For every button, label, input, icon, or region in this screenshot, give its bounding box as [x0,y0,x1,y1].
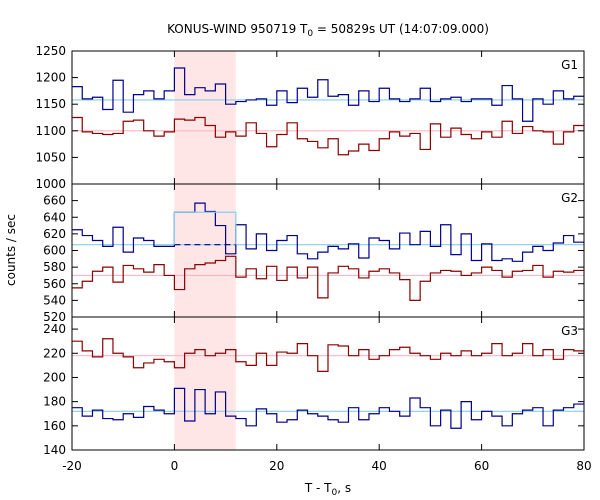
panels-layer [72,67,584,429]
y-axis-label: counts / sec [4,214,18,286]
panel-label: G3 [561,324,578,338]
y-tick-label: 600 [43,244,66,258]
panel-frame-g3 [71,316,585,451]
y-tick-label: 140 [43,443,66,457]
y-tick-label: 240 [43,322,66,336]
y-tick-label: 1050 [35,150,66,164]
panel-label: G1 [561,58,578,72]
y-tick-label: 200 [43,370,66,384]
frame-layer: 1000 1050 1100 1150 1200 1250 G1 520 540 560 580 60… [35,44,591,473]
blue-series-histogram [72,387,584,429]
chart-title: KONUS-WIND 950719 T0 = 50829s UT (14:07:… [167,22,489,39]
x-tick-label: 40 [372,459,387,473]
y-tick-label: 180 [43,395,66,409]
x-tick-label: 80 [576,459,591,473]
y-tick-label: 1150 [35,97,66,111]
red-series-histogram [72,255,584,301]
x-tick-label: 20 [269,459,284,473]
blue-series-histogram [72,67,584,122]
panel-label: G2 [561,191,578,205]
x-tick-label: -20 [62,459,82,473]
x-axis-label: T - T0, s [304,481,351,498]
y-tick-label: 220 [43,346,66,360]
red-series-histogram [72,338,584,373]
y-tick-label: 160 [43,419,66,433]
y-tick-label: 640 [43,210,66,224]
y-tick-label: 660 [43,194,66,208]
y-tick-label: 1200 [35,71,66,85]
x-tick-label: 60 [474,459,489,473]
y-tick-label: 520 [43,310,66,324]
red-series-histogram [72,116,584,156]
panel-g2 [72,202,584,301]
panel-frame-g1 [71,50,585,185]
y-tick-label: 540 [43,293,66,307]
blue-series-histogram [72,202,584,262]
panel-g3 [72,338,584,429]
y-tick-label: 580 [43,260,66,274]
y-tick-label: 1000 [35,177,66,191]
y-tick-label: 620 [43,227,66,241]
y-tick-label: 1100 [35,124,66,138]
y-tick-label: 560 [43,277,66,291]
panel-g1 [72,67,584,156]
y-tick-label: 1250 [35,44,66,58]
interval-bracket [173,211,237,245]
x-tick-label: 0 [171,459,179,473]
